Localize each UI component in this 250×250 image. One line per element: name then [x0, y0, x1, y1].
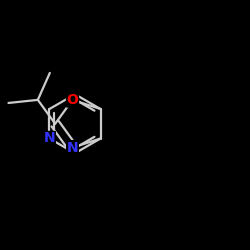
- Text: N: N: [44, 132, 55, 145]
- Text: N: N: [67, 140, 78, 154]
- Text: O: O: [66, 93, 78, 107]
